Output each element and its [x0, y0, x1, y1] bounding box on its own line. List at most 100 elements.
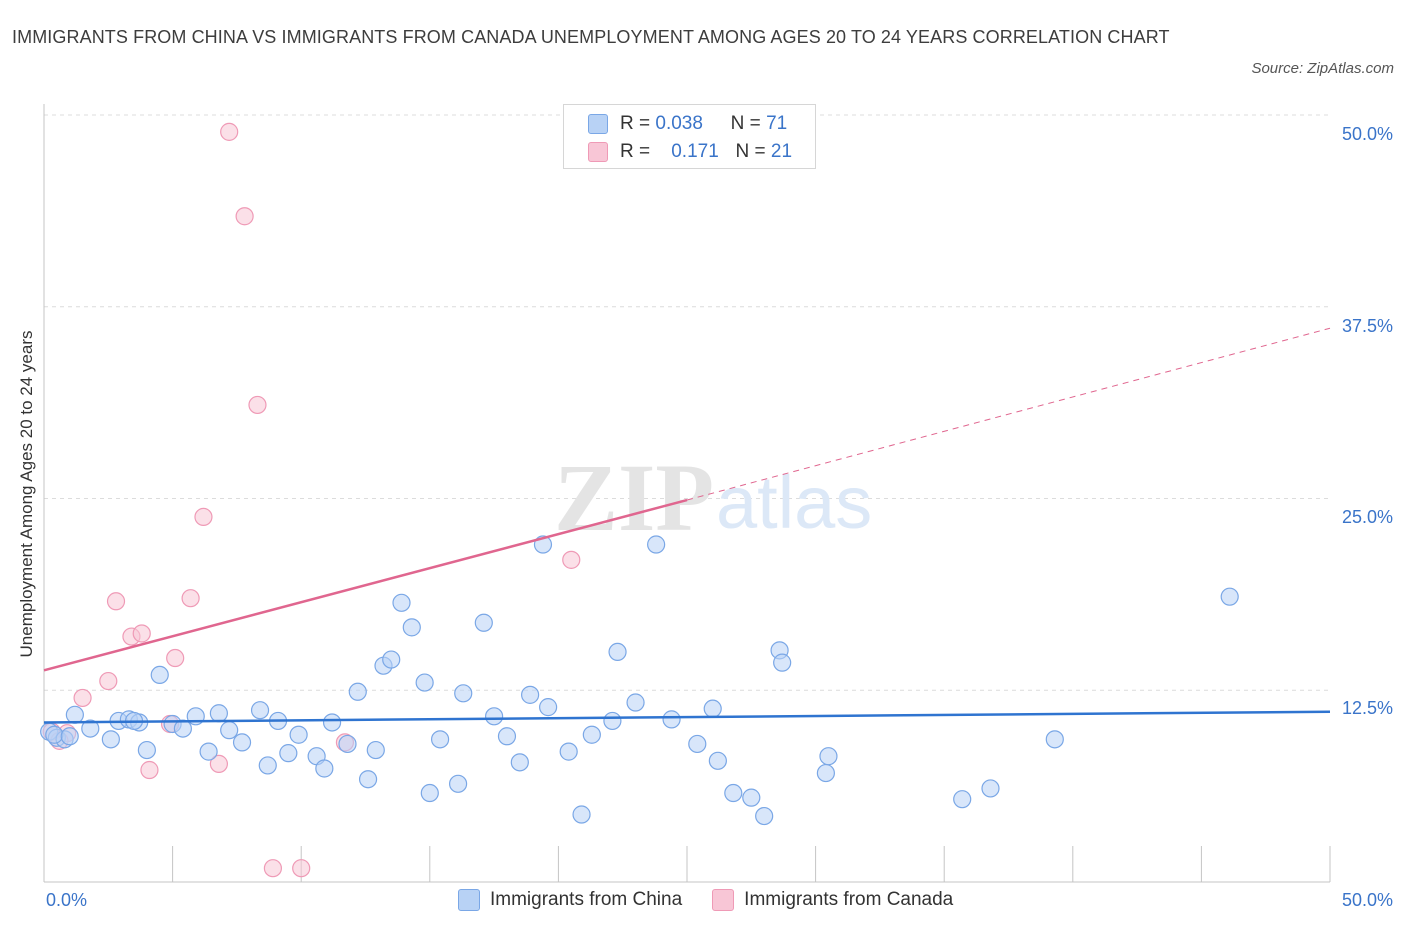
y-tick-label-50: 50.0%	[1341, 124, 1393, 144]
china-point	[137, 740, 156, 760]
chart-title: IMMIGRANTS FROM CHINA VS IMMIGRANTS FROM…	[12, 27, 1170, 47]
stats-legend: R = 0.038 N = 71 R = 0.171 N = 21	[563, 104, 816, 169]
china-point	[953, 790, 972, 809]
series-legend: Immigrants from China Immigrants from Ca…	[458, 889, 983, 911]
china-point	[279, 744, 298, 763]
china-point	[338, 734, 357, 754]
china-point	[45, 725, 64, 744]
canada-r-value: 0.171	[671, 141, 719, 162]
canada-point	[248, 395, 267, 415]
canada-point	[140, 760, 159, 780]
china-point	[497, 727, 517, 746]
china-point	[322, 713, 342, 732]
china-point	[703, 699, 722, 718]
x-tick-label-max: 50.0%	[1341, 890, 1393, 910]
china-points	[40, 535, 1239, 826]
legend-row-china: R = 0.038 N = 71	[588, 112, 787, 136]
canada-n-label: N =	[735, 141, 766, 162]
china-point	[415, 673, 434, 692]
canada-trend-extension	[686, 327, 1331, 501]
china-point	[755, 806, 774, 826]
watermark-zip: ZIP	[554, 444, 714, 551]
zipatlas-watermark: ZIP atlas	[554, 444, 872, 551]
china-point	[366, 740, 385, 760]
x-tick-label-min: 0.0%	[46, 890, 88, 910]
china-point	[258, 756, 277, 775]
china-point	[358, 770, 378, 789]
canada-point	[562, 550, 581, 569]
china-point	[392, 593, 411, 612]
china-point	[582, 725, 601, 744]
canada-point	[209, 754, 228, 773]
legend-row-canada: R = 0.171 N = 21	[588, 140, 792, 164]
china-point	[81, 719, 100, 738]
china-point	[662, 710, 681, 729]
canada-n-value: 21	[770, 141, 793, 162]
china-point	[382, 650, 401, 669]
canada-point	[292, 859, 311, 878]
china-point	[454, 684, 473, 703]
china-point	[742, 788, 761, 807]
china-point	[232, 733, 252, 752]
china-point	[65, 705, 84, 724]
legend-item-canada: Immigrants from Canada	[712, 889, 953, 911]
canada-swatch	[588, 142, 608, 162]
china-point	[724, 783, 743, 803]
china-point	[819, 747, 838, 766]
china-point	[603, 711, 622, 731]
china-point	[199, 742, 218, 761]
china-point	[485, 707, 504, 726]
canada-point	[263, 859, 283, 878]
china-point	[250, 701, 270, 720]
y-tick-label-12-5: 12.5%	[1341, 698, 1393, 718]
canada-point	[166, 648, 185, 668]
china-point	[315, 759, 334, 778]
china-point	[289, 725, 308, 744]
china-r-value: 0.038	[655, 113, 703, 134]
china-point	[773, 653, 792, 672]
china-point	[402, 618, 421, 637]
china-point	[101, 730, 120, 749]
canada-r-label: R =	[620, 141, 651, 162]
legend-item-china: Immigrants from China	[458, 889, 682, 911]
y-tick-label-25: 25.0%	[1341, 507, 1393, 527]
china-point	[1045, 730, 1064, 749]
china-point	[626, 693, 645, 712]
china-point	[981, 779, 1000, 798]
trend-lines	[43, 327, 1331, 724]
canada-point	[132, 624, 151, 643]
china-point	[348, 682, 367, 701]
china-point	[608, 642, 627, 662]
legend-swatch-canada	[712, 889, 735, 911]
china-point	[510, 753, 529, 772]
china-n-value: 71	[766, 113, 788, 134]
canada-point	[220, 122, 239, 141]
china-point	[539, 698, 558, 717]
china-point	[521, 685, 540, 704]
china-point	[150, 665, 169, 685]
china-point	[220, 721, 239, 740]
legend-swatch-china	[458, 889, 480, 911]
china-point	[209, 704, 228, 723]
canada-point	[194, 507, 213, 527]
china-point	[173, 719, 192, 738]
china-point	[572, 805, 591, 824]
china-point	[647, 535, 666, 554]
gridlines	[44, 114, 1330, 691]
canada-point	[99, 671, 118, 691]
legend-label-canada: Immigrants from Canada	[744, 889, 954, 910]
canada-trend-line	[43, 498, 688, 672]
china-trend-line	[43, 710, 1331, 724]
china-swatch	[588, 114, 608, 134]
china-r-label: R =	[620, 113, 651, 134]
legend-label-china: Immigrants from China	[490, 889, 683, 910]
canada-point	[73, 688, 92, 708]
china-point	[1220, 587, 1239, 606]
china-n-label: N =	[730, 113, 761, 134]
canada-point	[235, 207, 254, 226]
china-point	[430, 730, 450, 749]
china-point	[816, 763, 835, 783]
china-point	[688, 734, 707, 754]
canada-point	[181, 589, 200, 608]
